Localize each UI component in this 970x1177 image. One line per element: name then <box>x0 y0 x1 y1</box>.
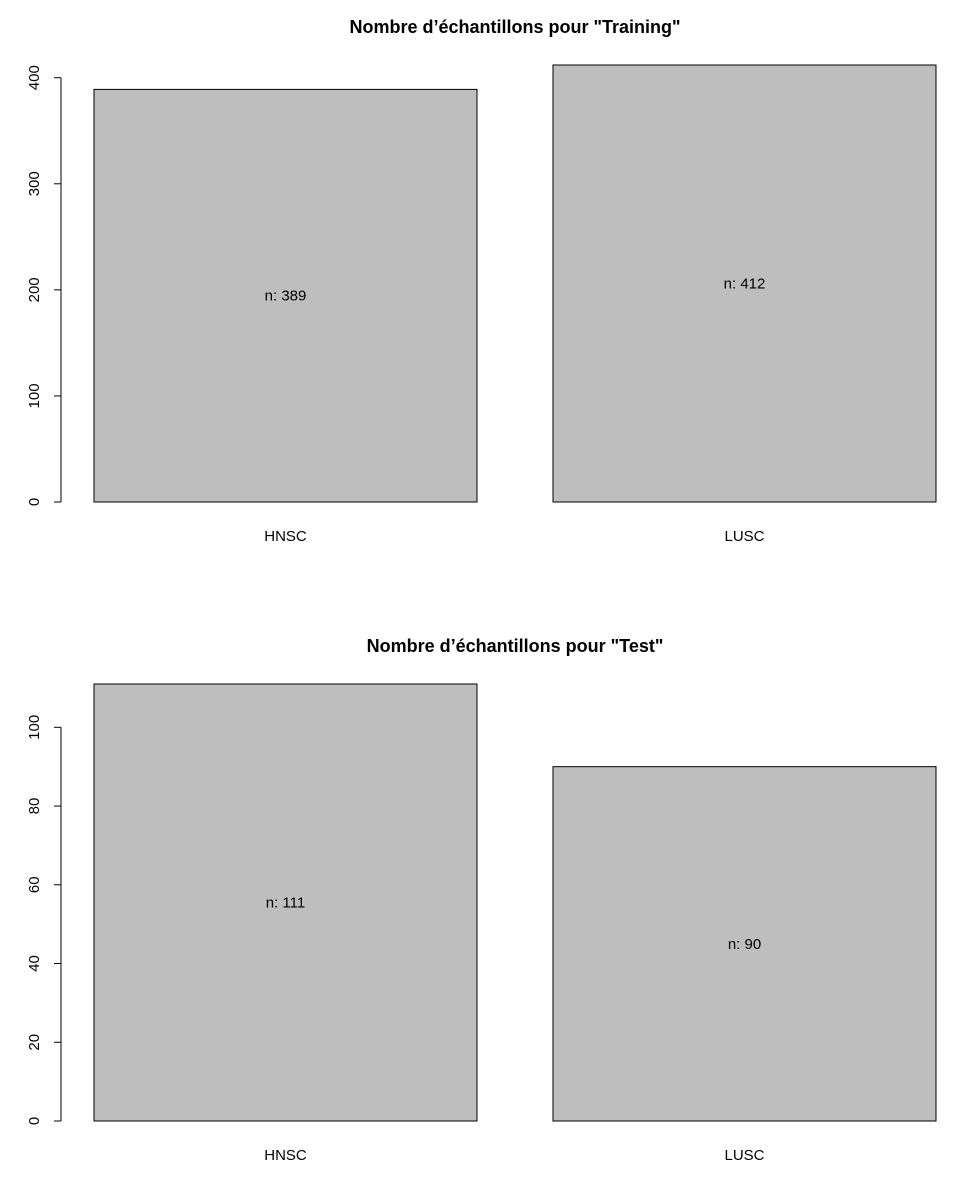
category-label: LUSC <box>724 528 764 545</box>
y-tick-label: 100 <box>26 383 43 408</box>
chart-title-training: Nombre d’échantillons pour "Training" <box>349 17 680 37</box>
y-tick-label: 40 <box>26 955 43 972</box>
y-tick-label: 60 <box>26 876 43 893</box>
y-tick-label: 0 <box>26 498 43 506</box>
category-label: LUSC <box>724 1147 764 1164</box>
bars-training: n: 389 HNSC n: 412 LUSC <box>93 64 937 545</box>
training-panel: Nombre d’échantillons pour "Training" 0 1… <box>26 17 937 545</box>
category-label: HNSC <box>264 528 307 545</box>
y-tick-label: 20 <box>26 1034 43 1051</box>
y-tick-label: 100 <box>26 715 43 740</box>
data-label: n: 389 <box>265 288 307 305</box>
bars-test: n: 111 HNSC n: 90 LUSC <box>93 683 937 1164</box>
y-tick-label: 400 <box>26 65 43 90</box>
data-label: n: 412 <box>724 276 766 293</box>
bar-hnsc <box>93 88 478 503</box>
bar-hnsc <box>93 683 478 1122</box>
data-label: n: 90 <box>728 936 761 953</box>
bar-lusc <box>552 64 937 503</box>
y-axis-test: 0 20 40 60 80 100 <box>26 715 62 1125</box>
bar-lusc <box>552 766 937 1122</box>
y-tick-label: 0 <box>26 1117 43 1125</box>
chart-title-test: Nombre d’échantillons pour "Test" <box>367 636 664 656</box>
test-panel: Nombre d’échantillons pour "Test" 0 20 40 6… <box>26 636 937 1164</box>
y-tick-label: 200 <box>26 277 43 302</box>
category-label: HNSC <box>264 1147 307 1164</box>
y-tick-label: 300 <box>26 171 43 196</box>
data-label: n: 111 <box>266 895 305 912</box>
y-axis-training: 0 100 200 300 400 <box>26 65 62 506</box>
y-tick-label: 80 <box>26 798 43 815</box>
